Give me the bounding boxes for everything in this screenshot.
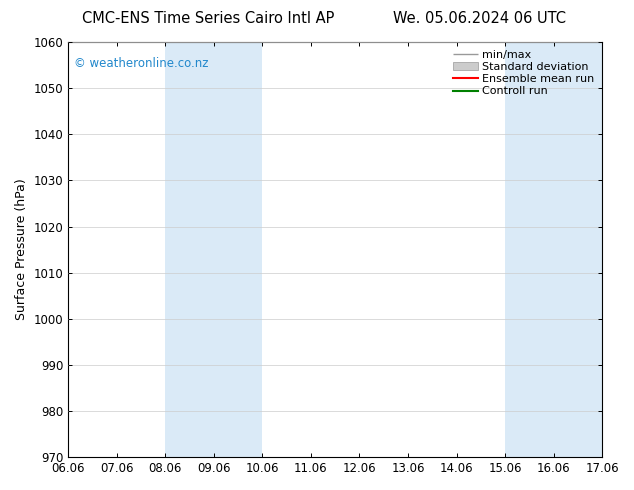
Bar [165, 42, 262, 457]
Y-axis label: Surface Pressure (hPa): Surface Pressure (hPa) [15, 179, 28, 320]
Bar [505, 42, 602, 457]
Text: We. 05.06.2024 06 UTC: We. 05.06.2024 06 UTC [393, 11, 566, 26]
Legend: min/max, Standard deviation, Ensemble mean run, Controll run: min/max, Standard deviation, Ensemble me… [451, 48, 597, 98]
Text: CMC-ENS Time Series Cairo Intl AP: CMC-ENS Time Series Cairo Intl AP [82, 11, 335, 26]
Text: © weatheronline.co.nz: © weatheronline.co.nz [74, 56, 208, 70]
